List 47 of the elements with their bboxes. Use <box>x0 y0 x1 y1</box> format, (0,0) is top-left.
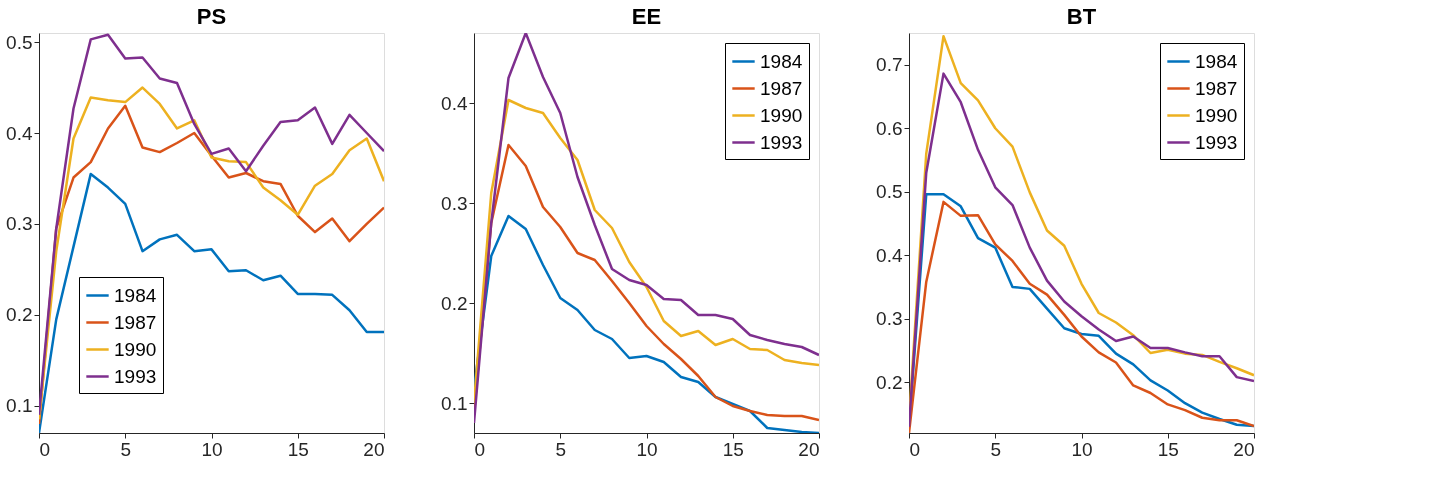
x-tick-label: 20 <box>1233 438 1255 460</box>
y-tick-label: 0.3 <box>876 308 903 330</box>
line-series <box>474 98 819 405</box>
x-tick-label: 0 <box>39 438 51 460</box>
y-tick-label: 0.2 <box>876 371 903 393</box>
legend-label: 1984 <box>1195 50 1238 72</box>
x-tick-label: 5 <box>555 438 567 460</box>
y-tick-label: 0.5 <box>876 181 903 203</box>
chart-title: EE <box>631 4 662 29</box>
y-tick-label: 0.6 <box>876 117 903 139</box>
y-tick-label: 0.4 <box>876 244 903 266</box>
y-tick-label: 0.3 <box>6 213 33 235</box>
y-tick-label: 0.2 <box>6 304 33 326</box>
x-tick-label: 10 <box>636 438 658 460</box>
x-tick-label: 15 <box>1157 438 1179 460</box>
y-tick-label: 0.2 <box>441 292 468 314</box>
legend-label: 1990 <box>114 338 157 360</box>
legend-label: 1993 <box>1195 131 1238 153</box>
legend-label: 1987 <box>760 77 803 99</box>
x-tick-label: 5 <box>990 438 1002 460</box>
legend-label: 1984 <box>760 50 803 72</box>
x-tick-label: 20 <box>363 438 385 460</box>
chart-title: BT <box>1066 4 1097 29</box>
legend-label: 1987 <box>1195 77 1238 99</box>
legend-label: 1990 <box>760 104 803 126</box>
x-tick-label: 5 <box>120 438 132 460</box>
y-tick-label: 0.1 <box>6 395 33 417</box>
legend-label: 1990 <box>1195 104 1238 126</box>
y-tick-label: 0.5 <box>6 31 33 53</box>
y-tick-label: 0.1 <box>441 392 468 414</box>
legend-label: 1993 <box>760 131 803 153</box>
x-tick-label: 0 <box>474 438 486 460</box>
x-tick-label: 15 <box>722 438 744 460</box>
x-tick-label: 20 <box>798 438 820 460</box>
y-tick-label: 0.3 <box>441 192 468 214</box>
x-tick-label: 0 <box>909 438 921 460</box>
x-tick-label: 10 <box>1071 438 1093 460</box>
y-tick-label: 0.4 <box>6 122 33 144</box>
legend-label: 1993 <box>114 365 157 387</box>
legend-label: 1984 <box>114 284 157 306</box>
y-tick-label: 0.7 <box>876 54 903 76</box>
x-tick-label: 15 <box>287 438 309 460</box>
line-series <box>474 33 819 425</box>
y-tick-label: 0.4 <box>441 92 468 114</box>
x-tick-label: 10 <box>201 438 223 460</box>
legend-label: 1987 <box>114 311 157 333</box>
chart-title: PS <box>196 4 227 29</box>
